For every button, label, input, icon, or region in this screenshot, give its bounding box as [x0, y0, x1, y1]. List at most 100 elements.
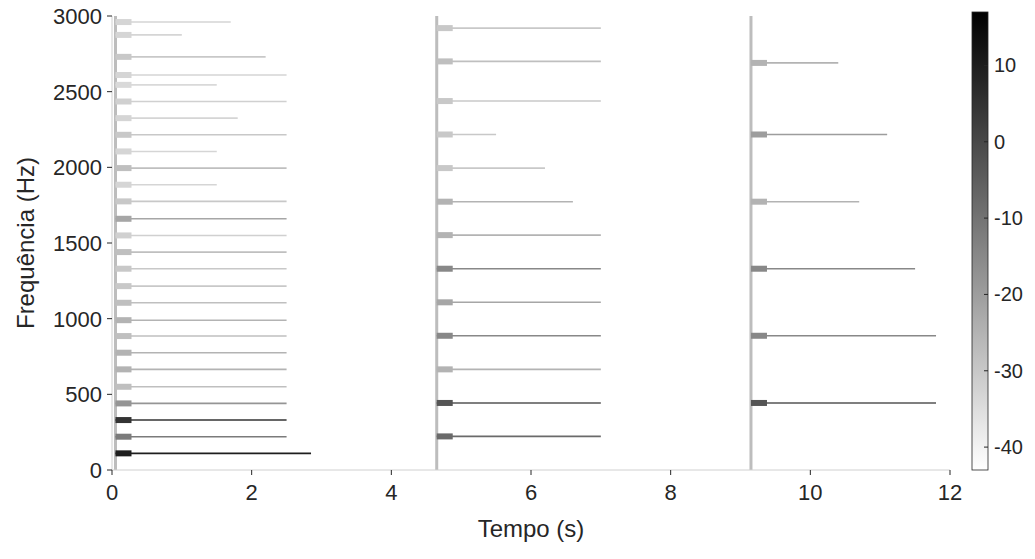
colorbar-tick-label: -10 [994, 207, 1023, 229]
partial [437, 27, 601, 29]
colorbar-tick [984, 141, 988, 142]
colorbar-tick-label: 10 [994, 54, 1016, 76]
partial [115, 21, 230, 23]
x-axis-title: Tempo (s) [478, 515, 585, 542]
y-tick [107, 91, 112, 92]
partial-attack [437, 25, 453, 31]
partial-attack [115, 54, 131, 60]
partial-attack [437, 199, 453, 205]
partial-attack [115, 249, 131, 255]
partial [115, 285, 286, 287]
partial [437, 201, 573, 203]
partial [115, 403, 286, 405]
partial-attack [437, 165, 453, 171]
partial-attack [437, 299, 453, 305]
partial-attack [115, 19, 131, 25]
x-tick-label: 8 [665, 480, 677, 505]
partial [115, 56, 265, 58]
y-tick-label: 2000 [53, 155, 102, 180]
partial [115, 134, 286, 136]
partial-attack [115, 99, 131, 105]
partial [115, 235, 286, 237]
partial [115, 369, 286, 371]
partial-attack [751, 60, 767, 66]
partial-attack [437, 131, 453, 137]
partial [437, 302, 601, 304]
partial [115, 101, 286, 103]
chart: 024681012050010001500200025003000Tempo (… [0, 0, 1035, 559]
x-tick-label: 6 [525, 480, 537, 505]
x-tick [950, 470, 951, 475]
partial [751, 201, 859, 203]
x-tick [810, 470, 811, 475]
partial [751, 402, 936, 404]
x-tick-label: 12 [938, 480, 962, 505]
partial-attack [115, 165, 131, 171]
partial-attack [437, 232, 453, 238]
partial [115, 335, 286, 337]
y-axis-title: Frequência (Hz) [12, 157, 39, 329]
partial [115, 201, 286, 203]
partial [115, 251, 286, 253]
partial-attack [115, 216, 131, 222]
partial-attack [115, 366, 131, 372]
partial [437, 402, 601, 404]
partial-attack [115, 384, 131, 390]
partial [115, 419, 286, 421]
partial [751, 268, 915, 270]
partial [437, 100, 601, 102]
x-tick [531, 470, 532, 475]
partial-attack [115, 434, 131, 440]
y-tick-label: 1500 [53, 231, 102, 256]
x-tick-label: 2 [246, 480, 258, 505]
partial [115, 218, 286, 220]
spectrogram [115, 16, 936, 470]
partial-attack [115, 450, 131, 456]
partial [437, 234, 601, 236]
x-tick-label: 10 [798, 480, 822, 505]
partial-attack [437, 58, 453, 64]
partial-attack [115, 317, 131, 323]
partial [115, 436, 286, 438]
partial-attack [115, 266, 131, 272]
y-tick [107, 243, 112, 244]
colorbar [972, 12, 988, 470]
y-tick [107, 167, 112, 168]
colorbar-tick-label: 0 [994, 131, 1005, 153]
y-tick-label: 3000 [53, 4, 102, 29]
partial-attack [115, 82, 131, 88]
colorbar-tick [984, 294, 988, 295]
partial [751, 335, 936, 337]
partial [115, 352, 286, 354]
partial-attack [115, 350, 131, 356]
partial [437, 268, 601, 270]
colorbar-tick [984, 447, 988, 448]
partial-attack [115, 400, 131, 406]
partial-attack [115, 333, 131, 339]
colorbar-tick [984, 218, 988, 219]
y-tick [107, 470, 112, 471]
colorbar-tick [984, 370, 988, 371]
partial [115, 74, 286, 76]
partial-attack [751, 131, 767, 137]
partial-attack [437, 333, 453, 339]
partial [115, 453, 311, 455]
partial-attack [115, 417, 131, 423]
partial [437, 167, 545, 169]
partial [437, 436, 601, 438]
partial-attack [115, 72, 131, 78]
y-tick [107, 394, 112, 395]
x-tick-label: 4 [385, 480, 397, 505]
colorbar-tick-label: -30 [994, 360, 1023, 382]
partial-attack [115, 300, 131, 306]
partial-attack [751, 266, 767, 272]
partial [751, 134, 887, 136]
partial [115, 117, 237, 119]
partial [115, 268, 286, 270]
partial-attack [437, 433, 453, 439]
partial-attack [115, 32, 131, 38]
partial-attack [751, 199, 767, 205]
colorbar-tick-label: -40 [994, 436, 1023, 458]
partial-attack [115, 232, 131, 238]
y-tick-label: 2500 [53, 80, 102, 105]
